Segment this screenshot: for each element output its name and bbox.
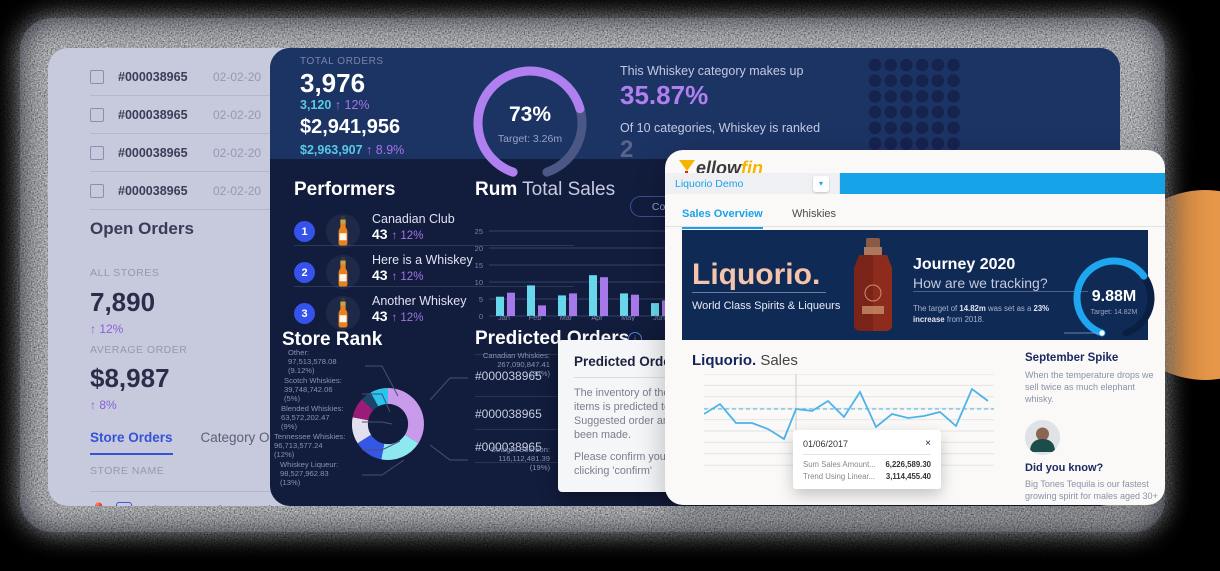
svg-text:98,527,962.83: 98,527,962.83 [280, 469, 329, 478]
svg-text:(5%): (5%) [284, 394, 301, 403]
svg-text:(9.12%): (9.12%) [288, 366, 315, 375]
svg-text:Apr: Apr [591, 313, 603, 321]
svg-text:Whiskey Liqueur:: Whiskey Liqueur: [280, 460, 338, 469]
svg-text:5: 5 [479, 295, 483, 304]
svg-text:May: May [621, 313, 635, 321]
svg-text:Jan: Jan [498, 313, 510, 321]
svg-text:9.88M: 9.88M [1092, 288, 1136, 305]
svg-text:Blended Whiskies:: Blended Whiskies: [281, 404, 343, 413]
svg-text:39,748,742.06: 39,748,742.06 [284, 385, 333, 394]
svg-text:0: 0 [479, 312, 483, 321]
svg-text:Target: 14.82M: Target: 14.82M [1091, 309, 1138, 316]
svg-text:Tennessee Whiskies:: Tennessee Whiskies: [274, 432, 345, 441]
svg-text:73%: 73% [509, 103, 551, 126]
svg-text:96,713,577.24: 96,713,577.24 [274, 441, 323, 450]
svg-text:10: 10 [475, 278, 483, 287]
svg-text:Target: 3.26m: Target: 3.26m [498, 133, 562, 145]
svg-text:Mar: Mar [560, 313, 573, 321]
svg-text:25: 25 [475, 229, 483, 236]
svg-text:Jun: Jun [653, 313, 665, 321]
svg-text:(9%): (9%) [281, 422, 298, 431]
svg-text:97,513,578.08: 97,513,578.08 [288, 357, 337, 366]
svg-text:20: 20 [475, 244, 483, 253]
svg-text:(19%): (19%) [530, 463, 551, 472]
svg-text:15: 15 [475, 261, 483, 270]
svg-text:63,572,202.47: 63,572,202.47 [281, 413, 330, 422]
svg-text:(12%): (12%) [274, 450, 295, 459]
svg-text:Feb: Feb [529, 313, 542, 321]
svg-text:(13%): (13%) [280, 478, 301, 487]
svg-text:Scotch Whiskies:: Scotch Whiskies: [284, 376, 342, 385]
